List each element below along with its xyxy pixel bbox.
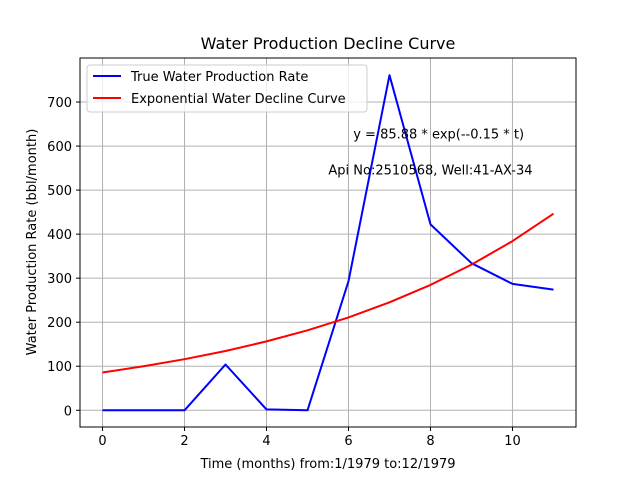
y-tick-label: 400	[47, 228, 72, 243]
chart-title: Water Production Decline Curve	[201, 34, 456, 53]
legend-label-true-rate: True Water Production Rate	[130, 70, 308, 85]
x-tick-label: 10	[504, 434, 521, 449]
y-tick-label: 200	[47, 316, 72, 331]
y-tick-label: 300	[47, 272, 72, 287]
y-tick-label: 600	[47, 140, 72, 155]
x-tick-label: 2	[180, 434, 188, 449]
x-axis-label: Time (months) from:1/1979 to:12/1979	[199, 457, 455, 472]
plot-area-frame	[79, 57, 577, 428]
y-tick-label: 500	[47, 184, 72, 199]
y-tick-label: 700	[47, 96, 72, 111]
annotation-layer: y = 85.88 * exp(--0.15 * t) Api No:251056…	[328, 128, 532, 179]
well-id-annotation: Api No:2510568, Well:41-AX-34	[328, 163, 532, 178]
y-axis-label: Water Production Rate (bbl/month)	[25, 129, 40, 356]
series-line-true-rate	[102, 74, 554, 412]
fit-equation-annotation: y = 85.88 * exp(--0.15 * t)	[353, 128, 524, 143]
series-line-exponential-curve	[102, 212, 555, 374]
legend-label-exponential-curve: Exponential Water Decline Curve	[131, 92, 346, 107]
x-tick-label: 0	[98, 434, 106, 449]
legend-box	[86, 64, 368, 113]
x-tick-label: 6	[344, 434, 352, 449]
series-layer	[102, 74, 555, 412]
y-tick-label: 0	[64, 404, 72, 419]
x-tick-label: 4	[262, 434, 270, 449]
y-tick-label: 100	[47, 360, 72, 375]
legend: True Water Production Rate Exponential W…	[86, 64, 368, 113]
x-tick-label: 8	[426, 434, 434, 449]
